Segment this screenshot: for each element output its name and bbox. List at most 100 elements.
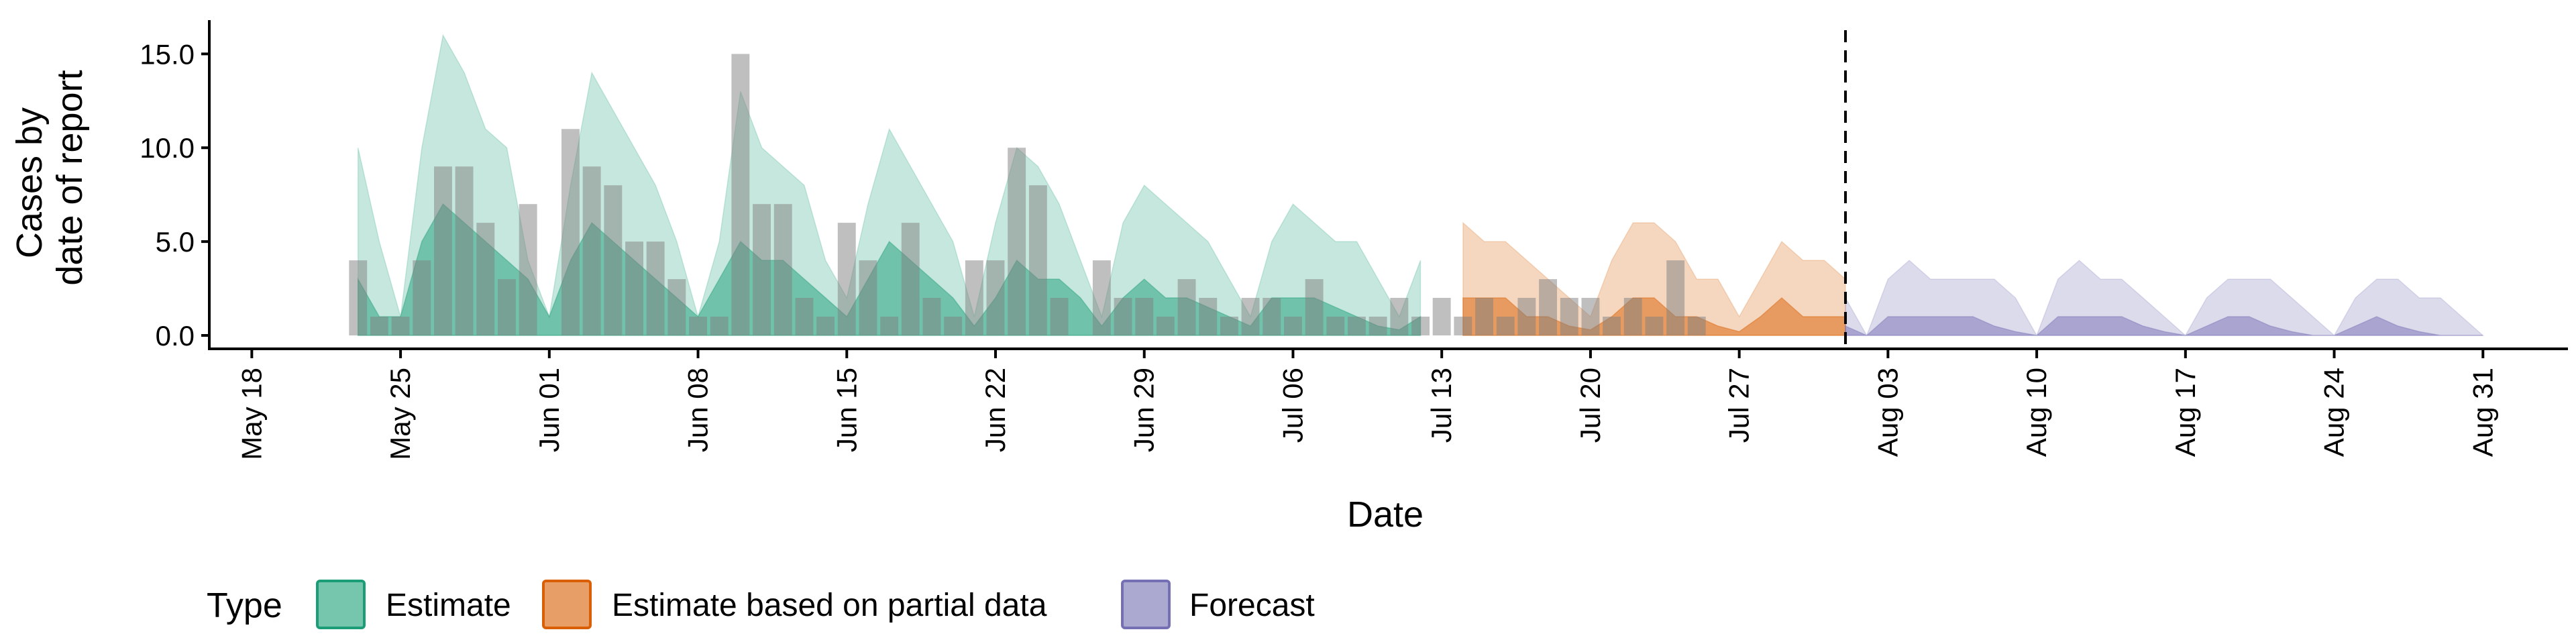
x-tick-label: Aug 10 [2021,368,2052,457]
observed-bar [710,317,729,335]
x-tick-label: Jun 15 [830,368,862,452]
observed-bar [1008,148,1026,335]
observed-bar [561,129,580,336]
observed-bar [1326,317,1345,335]
observed-bars-layer [349,54,1706,336]
observed-bar [391,317,410,335]
observed-bar [1348,317,1366,335]
observed-bar [1050,298,1069,335]
observed-bar [1177,279,1196,335]
observed-bar [349,260,368,335]
observed-bar [582,166,601,335]
x-tick-label: Jul 13 [1426,368,1457,443]
y-axis-title: Cases by date of report [9,70,90,285]
x-tick-label: Aug 17 [2169,368,2201,457]
x-tick-label: Aug 31 [2467,368,2498,457]
observed-bar [859,260,877,335]
observed-bar [816,317,835,335]
observed-bar [1432,298,1451,335]
observed-bar [1603,317,1621,335]
legend-label-estimate: Estimate [386,588,511,623]
observed-bar [1666,260,1685,335]
observed-bar [1517,298,1536,335]
x-axis-ticks: May 18 May 25 Jun 01 Jun 08 Jun 15 Jun 22 Jun … [235,349,2498,460]
observed-bar [667,279,686,335]
x-tick-label: Aug 03 [1872,368,1903,457]
observed-bar [1539,279,1557,335]
observed-bar [1114,298,1132,335]
x-tick-label: Jul 06 [1277,368,1309,443]
ribbon-forecast-50 [1845,316,2483,336]
x-axis-title: Date [1347,494,1424,535]
y-tick-label: 15.0 [140,38,195,70]
observed-bar [1263,298,1281,335]
observed-bar [901,223,920,335]
observed-bar [986,260,1005,335]
observed-bar [1623,298,1642,335]
observed-bar [1581,298,1600,335]
legend-swatch-forecast [1121,580,1171,629]
legend-swatch-estimate [316,580,366,629]
x-tick-label: Jul 27 [1723,368,1755,443]
observed-bar [1475,298,1493,335]
x-tick-label: Aug 24 [2318,368,2350,457]
observed-bar [455,166,474,335]
x-tick-label: Jun 22 [979,368,1011,452]
legend-label-partial: Estimate based on partial data [612,588,1047,623]
observed-bar [625,241,643,335]
observed-bar [753,204,771,335]
observed-bar [1454,317,1472,335]
x-tick-label: May 18 [235,368,267,460]
observed-bar [1305,279,1324,335]
observed-bar [646,241,665,335]
observed-bar [731,54,750,336]
observed-bar [837,223,856,335]
observed-bar [1220,317,1238,335]
observed-bar [476,223,495,335]
observed-bar [370,317,388,335]
y-tick-label: 5.0 [156,226,195,258]
ribbon-estimate-50 [357,203,1421,336]
legend-label-forecast: Forecast [1189,588,1315,623]
observed-bar [1496,317,1515,335]
x-tick-label: Jun 29 [1128,368,1160,452]
observed-bar [1560,298,1578,335]
observed-bar [922,298,941,335]
observed-bar [604,185,623,335]
x-tick-label: May 25 [384,368,416,460]
observed-bar [1411,317,1430,335]
observed-bar [965,260,983,335]
observed-bar [1028,185,1047,335]
observed-bar [413,260,431,335]
x-tick-label: Jun 01 [533,368,565,452]
observed-bar [1241,298,1260,335]
ribbon-partial-90 [1462,221,1846,336]
observed-bar [1284,317,1302,335]
legend-swatch-partial [542,580,592,629]
y-axis-ticks: 0.0 5.0 10.0 15.0 [140,38,209,352]
observed-bar [498,279,516,335]
y-tick-label: 10.0 [140,132,195,164]
legend: Type Estimate Estimate based on partial … [207,580,1315,629]
x-tick-label: Jul 20 [1574,368,1606,443]
observed-bar [773,204,792,335]
x-tick-label: Jun 08 [682,368,714,452]
observed-bar [519,204,537,335]
observed-bar [1368,317,1387,335]
observed-bar [1645,317,1664,335]
y-tick-label: 0.0 [156,320,195,352]
observed-bar [1687,317,1706,335]
observed-bar [880,317,899,335]
observed-bar [434,166,452,335]
observed-bar [1156,317,1175,335]
legend-title: Type [207,586,282,625]
observed-bar [795,298,814,335]
y-axis-title-line-2: date of report [50,70,90,285]
observed-bar [689,317,707,335]
y-axis-title-line-1: Cases by [9,107,50,258]
observed-bar [1092,260,1111,335]
observed-bar [1390,298,1409,335]
observed-bar [1135,298,1154,335]
observed-bar [944,317,963,335]
